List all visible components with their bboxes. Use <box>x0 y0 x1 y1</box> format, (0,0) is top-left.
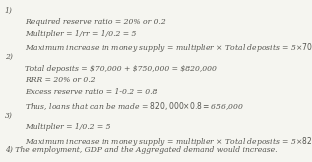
Text: Thus, loans that can be made = $820,000×0.8 = $656,000: Thus, loans that can be made = $820,000×… <box>25 100 244 112</box>
Text: RRR = 20% or 0.2: RRR = 20% or 0.2 <box>25 76 95 84</box>
Text: 4) The employment, GDP and the Aggregated demand would increase.: 4) The employment, GDP and the Aggregate… <box>5 146 277 154</box>
Text: Total deposits = $70,000 + $750,000 = $820,000: Total deposits = $70,000 + $750,000 = $8… <box>25 65 217 73</box>
Text: 2): 2) <box>5 53 12 61</box>
Text: Excess reserve ratio = 1-0.2 = 0.8: Excess reserve ratio = 1-0.2 = 0.8 <box>25 88 157 96</box>
Text: Required reserve ratio = 20% or 0.2: Required reserve ratio = 20% or 0.2 <box>25 18 166 26</box>
Text: 1): 1) <box>5 6 12 14</box>
Text: 3): 3) <box>5 111 12 119</box>
Text: Maximum increase in money supply = multiplier × Total deposits = 5×$70,000 = $35: Maximum increase in money supply = multi… <box>25 41 312 54</box>
Text: Maximum increase in money supply = multiplier × Total deposits = 5×$820,000 = $4: Maximum increase in money supply = multi… <box>25 135 312 148</box>
Text: Multiplier = 1/0.2 = 5: Multiplier = 1/0.2 = 5 <box>25 123 110 131</box>
Text: Multiplier = 1/rr = 1/0.2 = 5: Multiplier = 1/rr = 1/0.2 = 5 <box>25 30 136 38</box>
